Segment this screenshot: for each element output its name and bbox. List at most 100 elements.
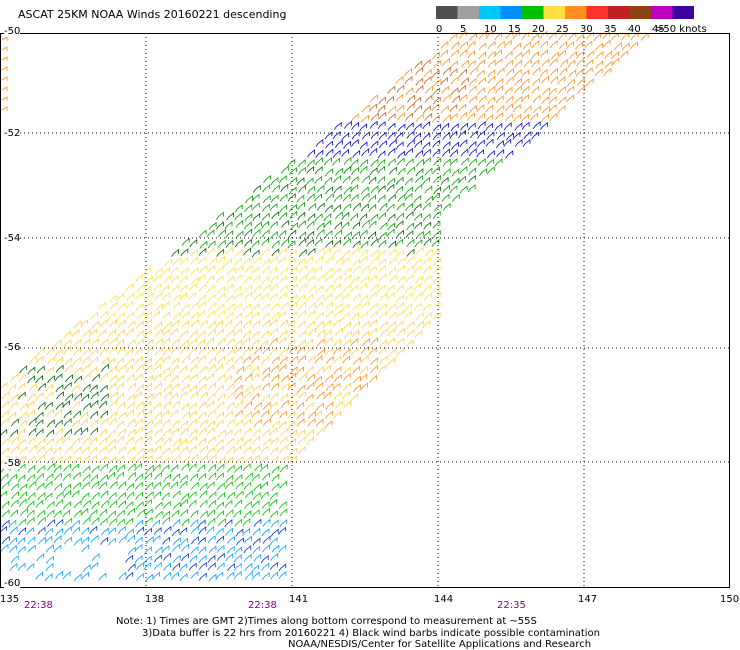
wind-barb (586, 50, 595, 59)
wind-barb (316, 365, 325, 375)
wind-barb (414, 330, 423, 339)
wind-barb (423, 256, 431, 265)
wind-barb (521, 49, 530, 58)
wind-barb (198, 383, 207, 392)
wind-barb (81, 446, 90, 455)
wind-barb (107, 429, 116, 438)
wind-barb (198, 427, 207, 436)
wind-barb (593, 33, 602, 42)
wind-barb (360, 248, 369, 258)
wind-barb (423, 237, 432, 246)
wind-barb (226, 491, 235, 500)
wind-barb (109, 500, 118, 509)
wind-barb (584, 40, 593, 49)
wind-barb (82, 402, 91, 411)
wind-barb (242, 346, 251, 356)
wind-barb (395, 93, 404, 102)
wind-barb (405, 87, 414, 96)
wind-barb (325, 410, 333, 419)
wind-barb (82, 372, 91, 381)
wind-barb (343, 284, 351, 293)
wind-barb (251, 193, 260, 202)
wind-barb (577, 85, 585, 94)
wind-barb (162, 418, 171, 427)
wind-barb (370, 357, 379, 366)
wind-barb (143, 329, 152, 338)
wind-barb (333, 410, 341, 419)
wind-barb (37, 382, 46, 391)
wind-barb (136, 283, 145, 292)
wind-barb (468, 148, 477, 157)
wind-barb (271, 473, 280, 482)
wind-barb (279, 329, 288, 339)
wind-barb (279, 436, 288, 445)
wind-barb (342, 249, 351, 258)
wind-barb (271, 355, 280, 365)
wind-barb (269, 283, 278, 292)
y-tick-label: -60 (4, 578, 21, 589)
wind-barb (8, 519, 17, 528)
wind-barb (269, 266, 277, 275)
wind-barb (404, 292, 413, 301)
wind-barb (100, 543, 109, 552)
wind-barb (280, 374, 289, 383)
wind-barb (449, 149, 458, 158)
wind-barb (226, 382, 235, 392)
wind-barb (413, 265, 422, 274)
wind-barb (387, 357, 395, 366)
wind-barb (234, 339, 243, 348)
wind-barb (1, 509, 10, 518)
colorbar-swatch (651, 6, 673, 19)
wind-barb (388, 240, 396, 249)
wind-barb (377, 158, 386, 168)
wind-barb (270, 446, 278, 455)
wind-barb (449, 130, 458, 139)
wind-barb (179, 390, 188, 400)
wind-barb (341, 257, 350, 266)
wind-barb (155, 337, 163, 347)
wind-barb (279, 193, 288, 202)
wind-barb (242, 527, 250, 537)
wind-barb (541, 113, 549, 122)
wind-barb (279, 410, 287, 419)
wind-barb (200, 445, 208, 454)
wind-barb (369, 147, 378, 156)
wind-barb (47, 375, 55, 384)
wind-barb (198, 411, 206, 420)
wind-barb (117, 525, 126, 535)
wind-barb (163, 400, 171, 409)
wind-barb (100, 463, 108, 472)
wind-barb (458, 30, 467, 39)
wind-barb (198, 561, 207, 570)
wind-barb (280, 183, 289, 192)
wind-barb (27, 436, 36, 445)
wind-barb (413, 123, 422, 132)
wind-barb (288, 437, 296, 447)
wind-barb (432, 229, 441, 239)
wind-barb (415, 84, 424, 94)
wind-barb (206, 229, 215, 238)
wind-barb (415, 230, 424, 239)
wind-barb (208, 302, 217, 311)
wind-barb (108, 537, 116, 546)
wind-barb (422, 141, 431, 150)
wind-barb (135, 519, 143, 528)
wind-barb (46, 437, 54, 446)
wind-barb (109, 337, 118, 346)
wind-barb (332, 318, 341, 327)
wind-barb (198, 375, 207, 384)
wind-barb (233, 554, 242, 563)
wind-barb (575, 41, 583, 50)
wind-barb (108, 417, 117, 426)
colorbar-swatch (586, 6, 608, 19)
wind-barb (10, 509, 18, 518)
wind-barb (252, 320, 260, 329)
wind-barb (55, 436, 63, 445)
wind-barb (335, 167, 343, 176)
wind-barb (154, 411, 162, 420)
wind-barb (278, 526, 287, 535)
wind-barb (469, 130, 478, 139)
wind-barb (280, 399, 289, 408)
wind-barb (262, 184, 271, 193)
wind-barb (575, 68, 584, 77)
